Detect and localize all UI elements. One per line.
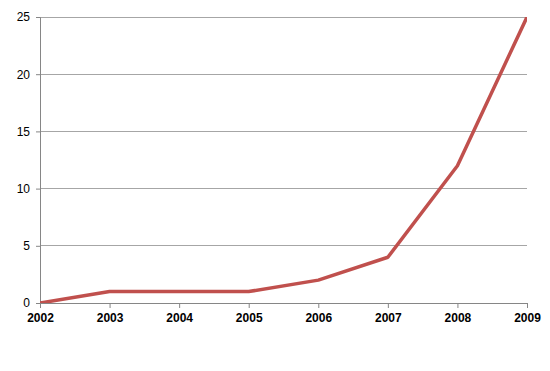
x-tick-mark [110, 303, 111, 308]
x-tick-label: 2002 [27, 311, 54, 325]
grid-line [40, 245, 527, 246]
x-tick: 2002 [27, 303, 54, 325]
grid-line [40, 17, 527, 18]
x-tick-mark [318, 303, 319, 308]
x-tick-label: 2005 [236, 311, 263, 325]
grid-line [40, 74, 527, 75]
y-tick-label: 20 [17, 68, 31, 82]
x-tick: 2008 [445, 303, 472, 325]
series [40, 17, 527, 303]
grid-line [40, 188, 527, 189]
y-tick-mark [36, 74, 40, 75]
y-tick: 20 [17, 68, 40, 82]
x-tick-mark [388, 303, 389, 308]
x-tick: 2009 [514, 303, 541, 325]
y-tick: 0 [23, 296, 40, 310]
chart: 0510152025200220032004200520062007200820… [0, 0, 550, 371]
y-tick-mark [36, 131, 40, 132]
y-tick-mark [36, 303, 40, 304]
x-tick-label: 2003 [97, 311, 124, 325]
x-tick-mark [457, 303, 458, 308]
x-tick-label: 2006 [305, 311, 332, 325]
y-tick: 25 [17, 10, 40, 24]
grid-line [40, 131, 527, 132]
x-tick: 2003 [97, 303, 124, 325]
y-tick-label: 5 [23, 239, 30, 253]
y-tick-label: 10 [17, 182, 31, 196]
x-tick-label: 2008 [445, 311, 472, 325]
x-tick-mark [249, 303, 250, 308]
x-tick-mark [179, 303, 180, 308]
y-axis-line [36, 18, 41, 304]
y-tick-label: 15 [17, 125, 31, 139]
y-tick-mark [36, 246, 40, 247]
y-tick: 10 [17, 182, 40, 196]
x-axis-line [41, 304, 528, 309]
x-tick: 2005 [236, 303, 263, 325]
x-tick-label: 2004 [166, 311, 193, 325]
x-tick-label: 2007 [375, 311, 402, 325]
x-tick-mark [527, 303, 528, 308]
x-tick-label: 2009 [514, 311, 541, 325]
y-tick-mark [36, 189, 40, 190]
y-tick-label: 25 [17, 10, 31, 24]
plot: 0510152025200220032004200520062007200820… [17, 10, 542, 324]
y-tick-label: 0 [23, 296, 30, 310]
x-tick: 2007 [375, 303, 402, 325]
data-line [40, 17, 527, 303]
y-tick: 5 [23, 239, 40, 253]
grid [40, 17, 527, 303]
y-axis: 0 5 10 15 20 25 [17, 10, 41, 310]
y-tick: 15 [17, 125, 40, 139]
x-tick-mark [40, 303, 41, 308]
x-tick: 2006 [305, 303, 332, 325]
x-tick: 2004 [166, 303, 193, 325]
x-axis: 2002 2003 2004 2005 2006 2007 2008 2009 [27, 303, 541, 325]
y-tick-mark [36, 17, 40, 18]
